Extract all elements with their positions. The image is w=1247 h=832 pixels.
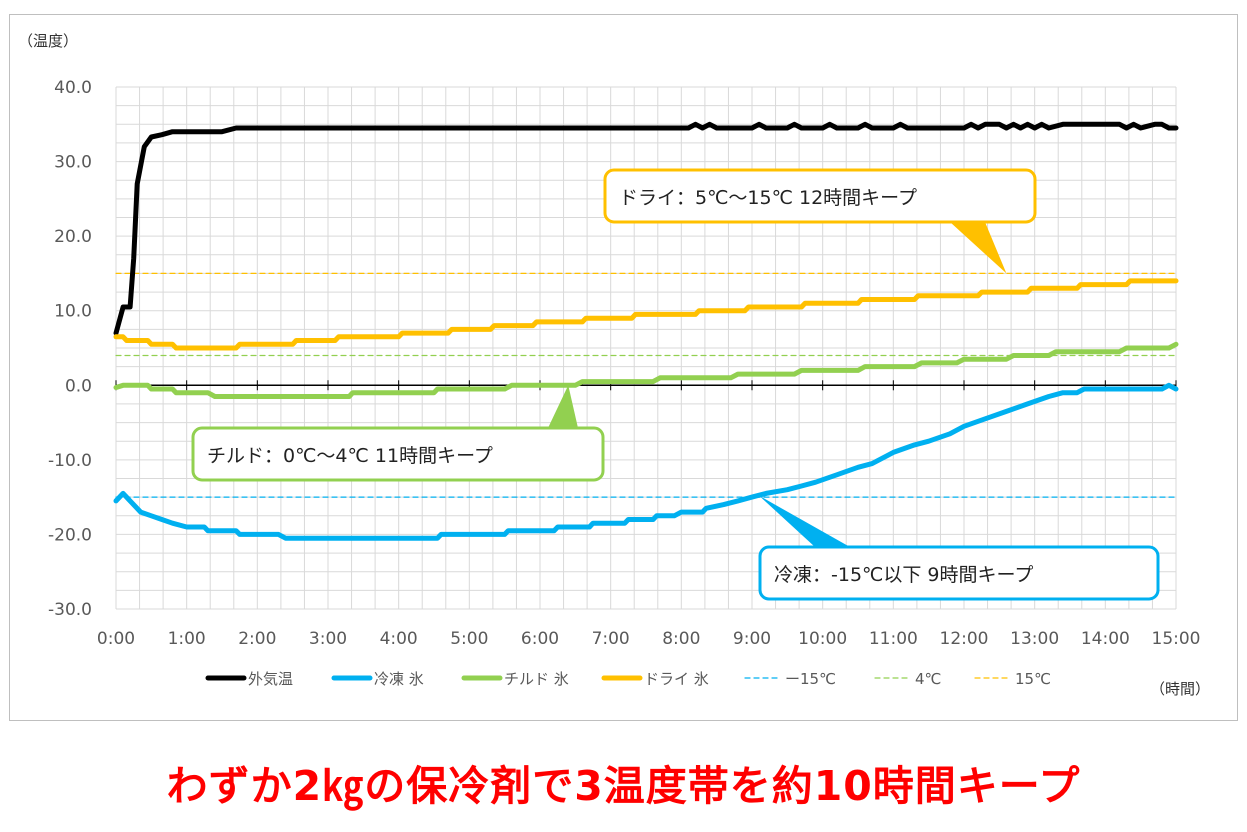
x-tick-label: 1:00 bbox=[168, 629, 206, 649]
y-tick-label: 40.0 bbox=[54, 78, 92, 98]
x-tick-label: 8:00 bbox=[662, 629, 700, 649]
headline: わずか2㎏の保冷剤で3温度帯を約10時間キープ bbox=[166, 762, 1081, 810]
callout-text: ドライ：5℃～15℃ 12時間キープ bbox=[619, 187, 917, 209]
callout-pointer bbox=[548, 385, 578, 428]
x-tick-label: 7:00 bbox=[592, 629, 630, 649]
legend-label: 15℃ bbox=[1015, 670, 1051, 688]
y-tick-label: 10.0 bbox=[54, 302, 92, 322]
x-tick-label: 13:00 bbox=[1010, 629, 1059, 649]
y-tick-label: 20.0 bbox=[54, 227, 92, 247]
y-tick-label: -20.0 bbox=[48, 525, 92, 545]
legend-label: チルド 氷 bbox=[504, 670, 569, 688]
legend-label: ドライ 氷 bbox=[644, 670, 709, 688]
axes: 40.0 30.0 20.0 10.0 0.0 -10.0 -20.0 -30.00:00 1:… bbox=[48, 78, 1201, 649]
x-tick-label: 15:00 bbox=[1152, 629, 1201, 649]
callout-text: 冷凍：-15℃以下 9時間キープ bbox=[774, 564, 1033, 586]
y-tick-label: 0.0 bbox=[65, 376, 92, 396]
x-tick-label: 11:00 bbox=[869, 629, 918, 649]
x-tick-label: 0:00 bbox=[97, 629, 135, 649]
x-tick-label: 5:00 bbox=[450, 629, 488, 649]
callout-pointer bbox=[759, 495, 850, 547]
callout-box bbox=[603, 168, 1037, 224]
legend-label: 4℃ bbox=[915, 670, 941, 688]
series-lines bbox=[113, 121, 1179, 541]
legend: 外気温 冷凍 氷 チルド 氷 ドライ 氷 ー15℃ 4℃ 15℃ bbox=[205, 670, 1051, 688]
series-line bbox=[113, 278, 1179, 351]
legend-label: ー15℃ bbox=[785, 670, 836, 688]
x-tick-label: 10:00 bbox=[798, 629, 847, 649]
x-tick-label: 9:00 bbox=[733, 629, 771, 649]
series-line bbox=[113, 121, 1179, 336]
series-line bbox=[113, 341, 1179, 399]
y-tick-label: -30.0 bbox=[48, 600, 92, 620]
callout-box bbox=[758, 545, 1160, 601]
series-line bbox=[113, 382, 1179, 541]
legend-label: 冷凍 氷 bbox=[374, 670, 424, 688]
x-tick-label: 3:00 bbox=[309, 629, 347, 649]
y-tick-label: -10.0 bbox=[48, 451, 92, 471]
x-tick-label: 12:00 bbox=[940, 629, 989, 649]
y-tick-label: 30.0 bbox=[54, 153, 92, 173]
callout-text: チルド：0℃～4℃ 11時間キープ bbox=[207, 445, 493, 467]
grid bbox=[115, 86, 1177, 610]
legend-label: 外気温 bbox=[248, 670, 293, 688]
callout-box bbox=[191, 426, 605, 482]
x-tick-label: 6:00 bbox=[521, 629, 559, 649]
x-tick-label: 2:00 bbox=[238, 629, 276, 649]
callout-pointer bbox=[950, 222, 1007, 274]
y-axis-label: （温度） bbox=[18, 32, 78, 50]
x-tick-label: 14:00 bbox=[1081, 629, 1130, 649]
x-tick-label: 4:00 bbox=[380, 629, 418, 649]
x-axis-label: （時間） bbox=[1150, 680, 1210, 698]
